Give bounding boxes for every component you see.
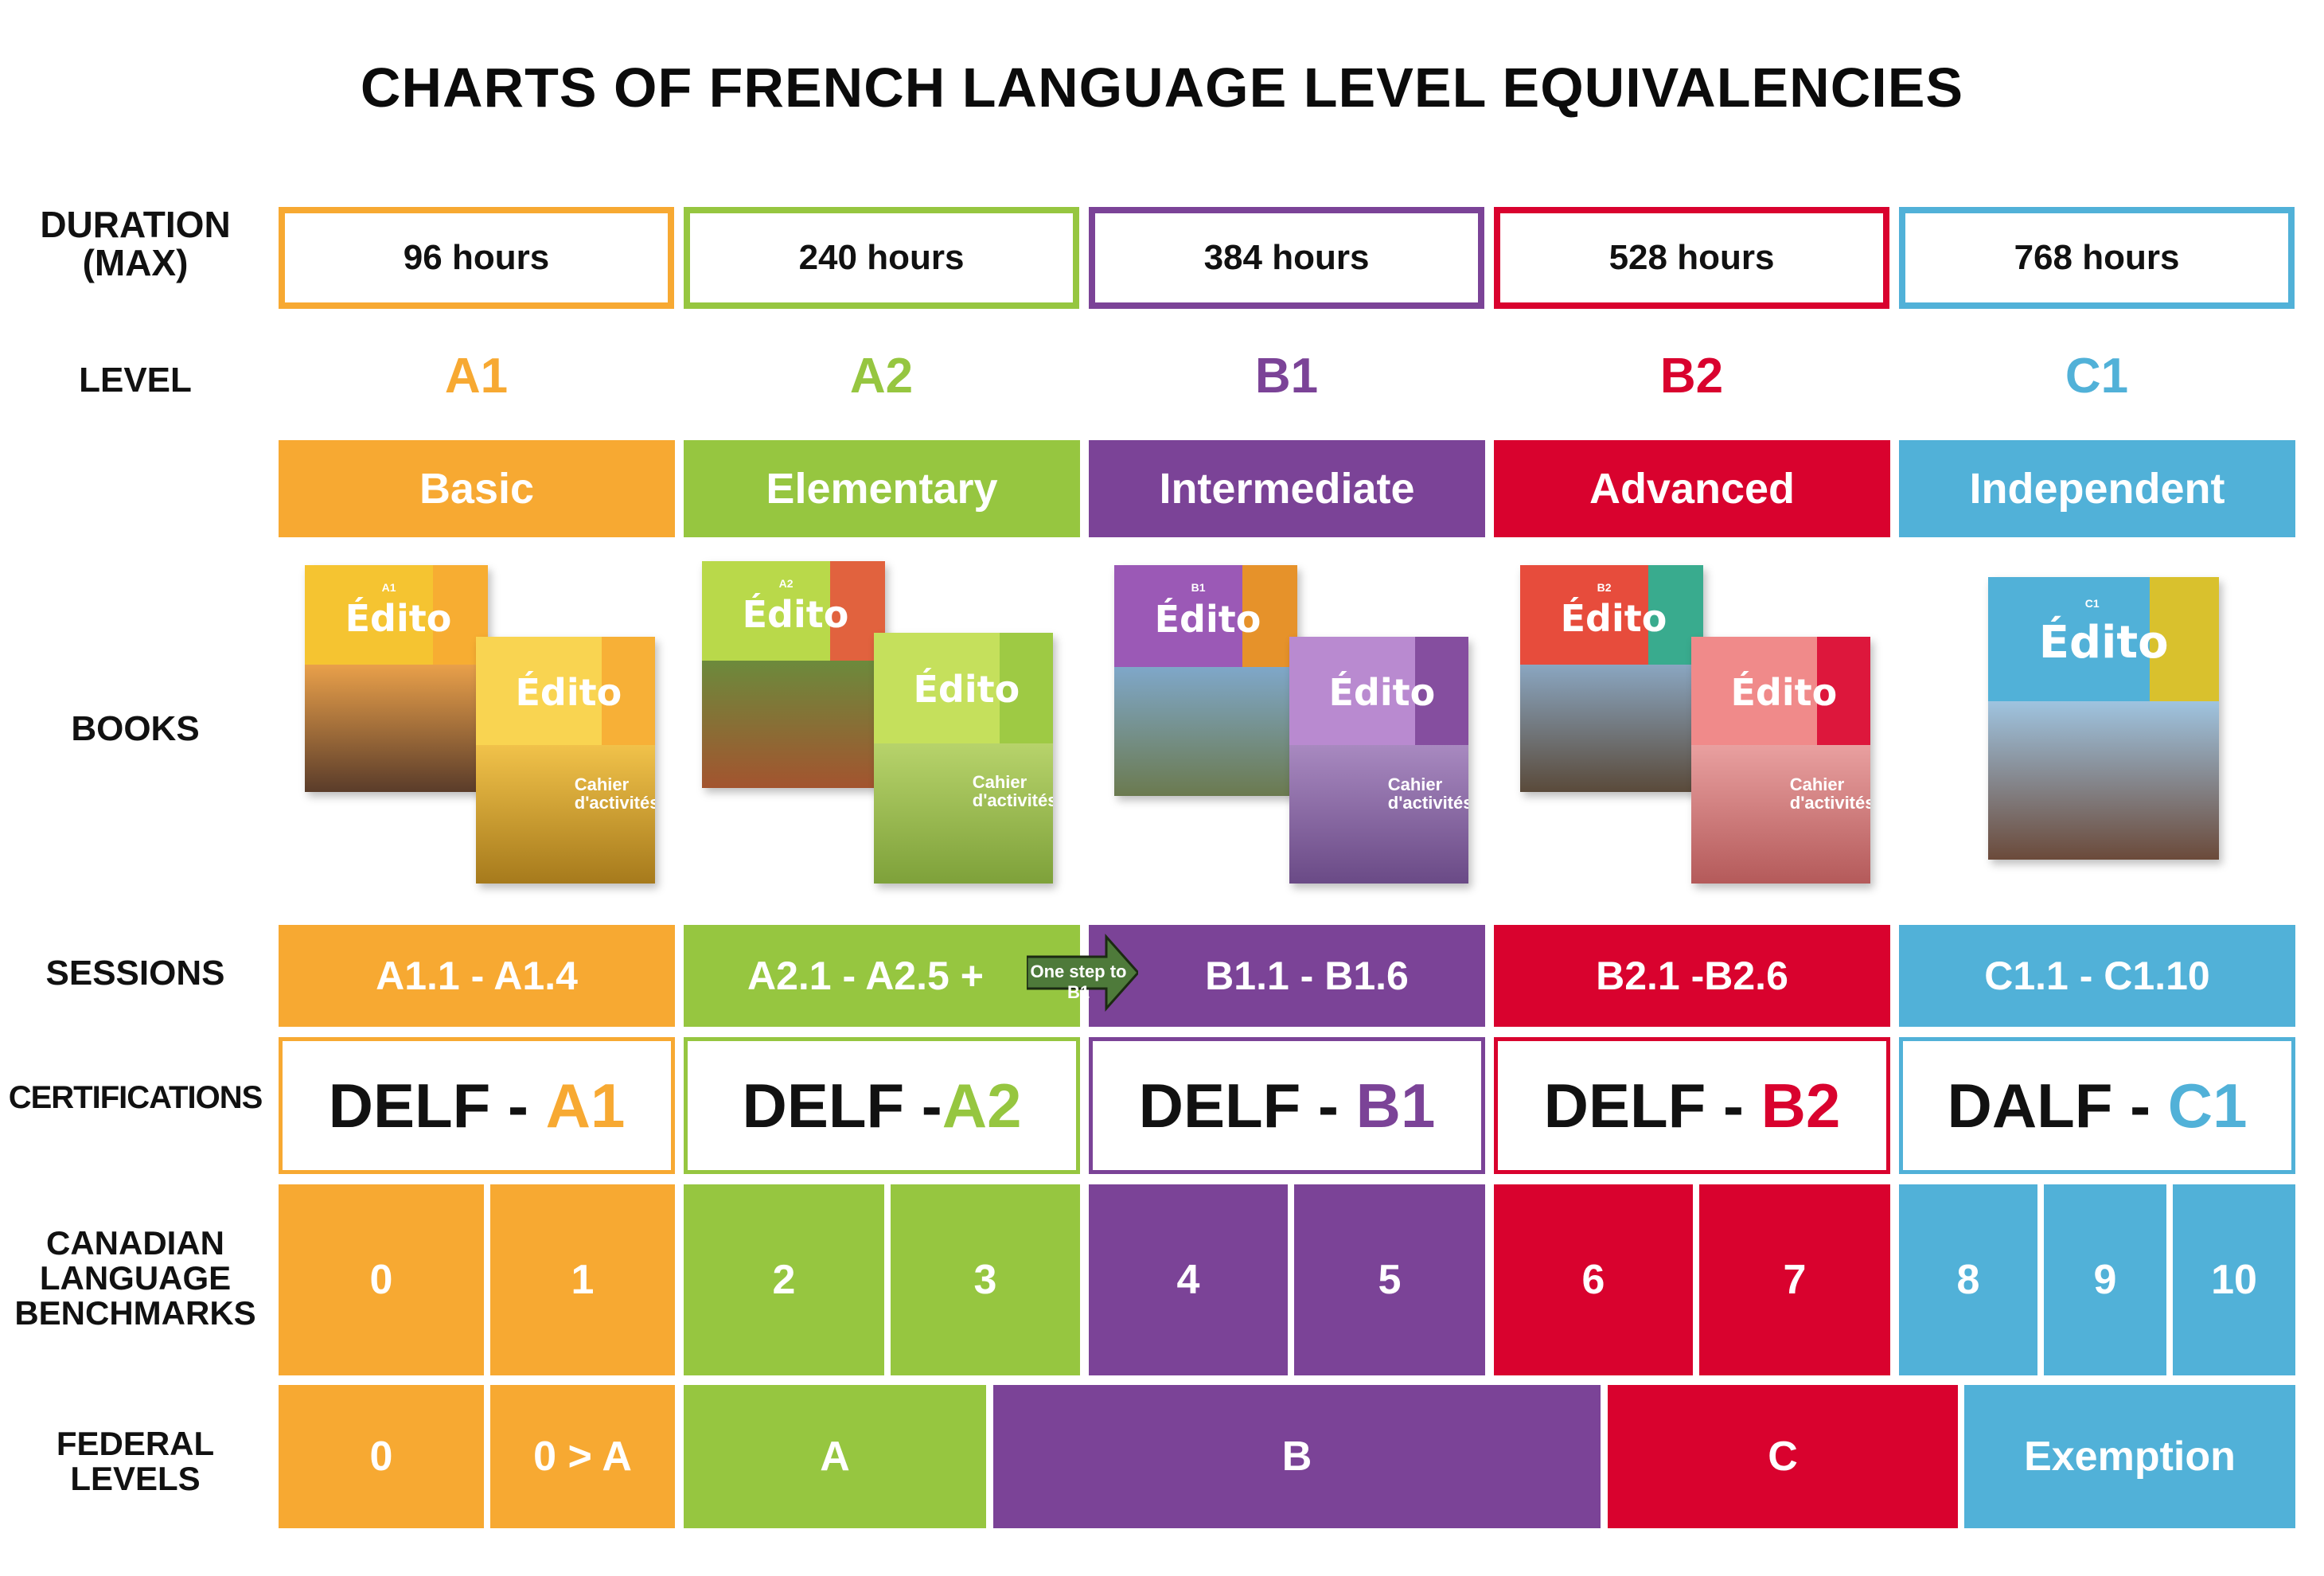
band-basic: Basic (279, 440, 675, 537)
duration-box-a2: 240 hours (684, 207, 1079, 309)
book-level-badge: B1 (1191, 581, 1206, 595)
duration-box-b1: 384 hours (1089, 207, 1484, 309)
book-title: Édito (345, 596, 452, 640)
cert-prefix: DELF - (1543, 1070, 1761, 1141)
sessions-b2: B2.1 -B2.6 (1494, 925, 1890, 1027)
workbook-label: Cahier d'activités (1789, 774, 1870, 813)
clb-cell: 5 (1294, 1184, 1485, 1375)
cert-level: A2 (942, 1070, 1022, 1141)
certification-delf-b1: DELF - B1 (1089, 1037, 1485, 1174)
cert-prefix: DALF - (1947, 1070, 2168, 1141)
row-label-level: LEVEL (79, 361, 192, 400)
band-elementary: Elementary (684, 440, 1080, 537)
book-title: Édito (1560, 596, 1667, 640)
certification-delf-a1: DELF - A1 (279, 1037, 675, 1174)
clb-cell: 3 (891, 1184, 1080, 1375)
book-level-badge: A1 (381, 580, 396, 594)
book-title: Édito (1730, 671, 1838, 715)
certification-dalf-c1: DALF - C1 (1899, 1037, 2295, 1174)
clb-cell: 2 (684, 1184, 884, 1375)
clb-cell: 0 (279, 1184, 484, 1375)
book-cover-a1: Édito A1 (305, 565, 488, 792)
row-label-federal: FEDERAL LEVELS (56, 1425, 215, 1498)
book-level-badge: B2 (1597, 580, 1612, 594)
clb-cell: 10 (2173, 1184, 2295, 1375)
federal-level-cell: Exemption (1964, 1385, 2295, 1528)
duration-value: 768 hours (2014, 238, 2180, 277)
duration-value: 240 hours (798, 238, 965, 277)
federal-level-cell: C (1608, 1385, 1958, 1528)
book-level-badge: A2 (778, 576, 794, 590)
workbook-cover-b2: Édito Cahier d'activités (1691, 637, 1870, 884)
workbook-cover-a2: Édito Cahier d'activités (874, 633, 1053, 884)
workbook-label: Cahier d'activités (1387, 774, 1468, 813)
cert-prefix: DELF - (1138, 1070, 1356, 1141)
level-label-b1: B1 (1254, 349, 1319, 404)
row-label-sessions: SESSIONS (45, 954, 225, 993)
sessions-c1: C1.1 - C1.10 (1899, 925, 2295, 1027)
clb-cell: 9 (2044, 1184, 2166, 1375)
cert-level: C1 (2167, 1070, 2248, 1141)
book-title: Édito (515, 671, 622, 715)
duration-box-a1: 96 hours (279, 207, 674, 309)
level-label-c1: C1 (2065, 349, 2129, 404)
cert-level: B2 (1761, 1070, 1841, 1141)
workbook-label: Cahier d'activités (574, 774, 655, 813)
band-advanced: Advanced (1494, 440, 1890, 537)
federal-level-cell: A (684, 1385, 986, 1528)
step-arrow-label: One step to B1 (1030, 962, 1127, 1002)
book-title: Édito (913, 668, 1020, 712)
cert-level: B1 (1355, 1070, 1436, 1141)
book-title: Édito (1328, 671, 1436, 715)
clb-cell: 1 (490, 1184, 675, 1375)
sessions-a1: A1.1 - A1.4 (279, 925, 675, 1027)
federal-level-cell: 0 > A (490, 1385, 675, 1528)
band-independent: Independent (1899, 440, 2295, 537)
book-cover-c1: Édito C1 (1988, 577, 2219, 860)
row-label-duration: DURATION (MAX) (40, 204, 231, 284)
row-label-books: BOOKS (71, 709, 200, 748)
certification-delf-b2: DELF - B2 (1494, 1037, 1890, 1174)
arrow-right-icon (1027, 934, 1138, 1012)
book-title: Édito (742, 592, 849, 636)
clb-cell: 7 (1699, 1184, 1890, 1375)
duration-value: 384 hours (1203, 238, 1370, 277)
workbook-cover-b1: Édito Cahier d'activités (1289, 637, 1468, 884)
duration-value: 96 hours (403, 238, 550, 277)
workbook-cover-a1: Édito Cahier d'activités (476, 637, 655, 884)
page-title: CHARTS OF FRENCH LANGUAGE LEVEL EQUIVALE… (360, 57, 1964, 119)
row-label-clb: CANADIAN LANGUAGE BENCHMARKS (14, 1224, 256, 1332)
book-cover-b1: Édito B1 (1114, 565, 1297, 796)
duration-box-b2: 528 hours (1494, 207, 1889, 309)
book-title: Édito (2038, 616, 2169, 669)
cert-level: A1 (545, 1070, 626, 1141)
clb-cell: 8 (1899, 1184, 2037, 1375)
band-intermediate: Intermediate (1089, 440, 1485, 537)
book-cover-b2: Édito B2 (1520, 565, 1703, 792)
federal-level-cell: B (993, 1385, 1601, 1528)
sessions-b1: B1.1 - B1.6 (1089, 925, 1485, 1027)
book-title: Édito (1154, 597, 1261, 641)
cert-prefix: DELF - (742, 1070, 942, 1141)
level-label-a2: A2 (849, 349, 914, 404)
sessions-a2: A2.1 - A2.5 + (684, 925, 1080, 1027)
duration-box-c1: 768 hours (1899, 207, 2295, 309)
certification-delf-a2: DELF - A2 (684, 1037, 1080, 1174)
federal-level-cell: 0 (279, 1385, 484, 1528)
clb-cell: 6 (1494, 1184, 1693, 1375)
workbook-label: Cahier d'activités (972, 772, 1053, 811)
row-label-certifications: CERTIFICATIONS (8, 1080, 263, 1115)
level-label-a1: A1 (444, 349, 509, 404)
clb-cell: 4 (1089, 1184, 1288, 1375)
book-level-badge: C1 (2084, 596, 2100, 610)
cert-prefix: DELF - (328, 1070, 546, 1141)
book-cover-a2: Édito A2 (702, 561, 885, 788)
duration-value: 528 hours (1608, 238, 1775, 277)
level-label-b2: B2 (1659, 349, 1724, 404)
